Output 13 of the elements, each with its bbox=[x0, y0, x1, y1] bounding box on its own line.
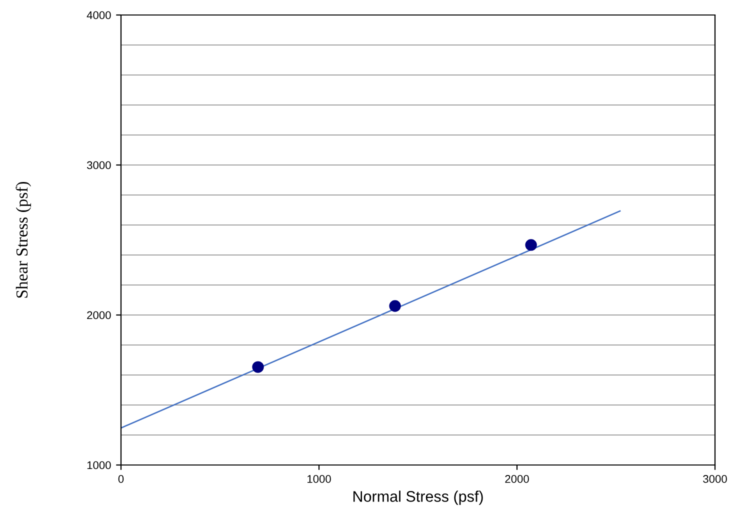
x-tick-label: 1000 bbox=[307, 475, 331, 483]
y-axis-title: Shear Stress (psf) bbox=[16, 182, 32, 298]
x-axis-title: Normal Stress (psf) bbox=[353, 490, 483, 505]
y-tick-label: 3000 bbox=[86, 161, 111, 170]
x-tick-label: 3000 bbox=[703, 475, 727, 483]
y-tick-label: 4000 bbox=[86, 11, 111, 20]
x-tick-label: 0 bbox=[118, 475, 124, 483]
x-tick-label: 2000 bbox=[505, 475, 529, 483]
point bbox=[389, 300, 401, 312]
point bbox=[252, 361, 264, 373]
y-tick-label: 2000 bbox=[87, 311, 111, 320]
point bbox=[525, 239, 537, 251]
y-tick-label: 1000 bbox=[87, 461, 111, 470]
